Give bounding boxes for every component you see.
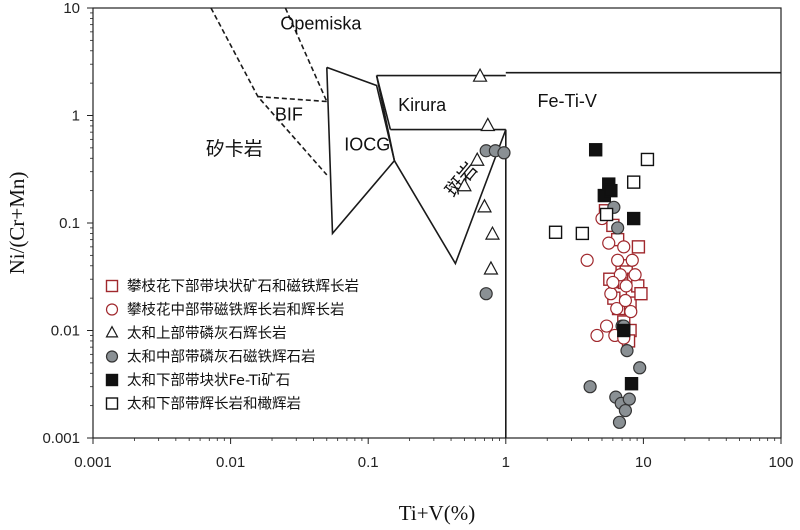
taihe-lower-gabbro-peridotite-point bbox=[575, 226, 590, 241]
pzh-middle-gabbro-point bbox=[590, 328, 604, 343]
taihe-upper-apatite-gabbro-point bbox=[476, 198, 492, 213]
kirura-field-label: Kirura bbox=[398, 95, 447, 115]
y-tick-label: 1 bbox=[72, 108, 80, 125]
y-axis-title: Ni/(Cr+Mn) bbox=[5, 172, 29, 275]
y-tick-label: 0.001 bbox=[42, 430, 80, 447]
bif-field-label: BIF bbox=[275, 104, 303, 124]
taihe-lower-gabbro-peridotite-point bbox=[640, 152, 655, 167]
taihe-lower-fe-ti-ore-point bbox=[617, 323, 631, 338]
x-tick-label: 0.1 bbox=[358, 454, 379, 471]
pzh-middle-gabbro-point bbox=[628, 268, 642, 282]
taihe-middle-apatite-clinopyroxenite-legend-label: 太和中部带磷灰石磁铁辉石岩 bbox=[127, 349, 316, 366]
taihe-middle-apatite-clinopyroxenite-point bbox=[479, 287, 493, 301]
pzh-lower-ore-legend-label: 攀枝花下部带块状矿石和磁铁辉长岩 bbox=[127, 278, 359, 295]
taihe-middle-apatite-clinopyroxenite-point bbox=[633, 361, 647, 375]
opemiska-field-label: Opemiska bbox=[280, 14, 362, 34]
pzh-middle-gabbro-point bbox=[619, 279, 633, 293]
taihe-middle-apatite-clinopyroxenite-point bbox=[497, 146, 511, 160]
taihe-lower-fe-ti-ore-legend-marker bbox=[105, 373, 119, 387]
pzh-middle-gabbro-point bbox=[610, 301, 624, 316]
pzh-middle-gabbro-point bbox=[617, 240, 631, 254]
taihe-lower-gabbro-peridotite-point bbox=[599, 207, 614, 222]
x-axis-title: Ti+V(%) bbox=[399, 501, 475, 525]
taihe-lower-gabbro-peridotite-legend-label: 太和下部带辉长岩和橄辉岩 bbox=[127, 396, 301, 413]
taihe-lower-gabbro-peridotite-legend-marker bbox=[105, 397, 119, 410]
taihe-middle-apatite-clinopyroxenite-point bbox=[612, 415, 627, 429]
x-tick-label: 100 bbox=[768, 454, 793, 471]
data-points bbox=[456, 67, 655, 429]
taihe-upper-apatite-gabbro-point bbox=[480, 117, 496, 132]
taihe-lower-gabbro-peridotite-point bbox=[548, 225, 563, 239]
pzh-middle-gabbro-point bbox=[580, 253, 594, 267]
taihe-lower-fe-ti-ore-legend-label: 太和下部带块状Fe-Ti矿石 bbox=[127, 372, 290, 389]
taihe-middle-apatite-clinopyroxenite-point bbox=[583, 380, 597, 394]
opemiska-boundary bbox=[257, 95, 327, 103]
taihe-upper-apatite-gabbro-legend-label: 太和上部带磷灰石辉长岩 bbox=[127, 325, 287, 342]
taihe-middle-apatite-clinopyroxenite-point bbox=[618, 403, 633, 418]
pzh-middle-gabbro-point bbox=[611, 253, 625, 267]
plot-frame bbox=[92, 7, 782, 439]
porphyry-boundary bbox=[375, 75, 507, 438]
pzh-middle-gabbro-legend-label: 攀枝花中部带磁铁辉长岩和辉长岩 bbox=[127, 302, 345, 319]
iocg-field-label: IOCG bbox=[344, 135, 390, 155]
taihe-middle-apatite-clinopyroxenite-point bbox=[620, 344, 634, 358]
pzh-lower-ore-point bbox=[631, 240, 646, 254]
taihe-lower-gabbro-peridotite-point bbox=[626, 175, 641, 189]
taihe-lower-fe-ti-ore-point bbox=[624, 376, 639, 391]
fe-ti-v-field-label: Fe-Ti-V bbox=[538, 91, 597, 111]
pzh-middle-gabbro-legend-marker bbox=[105, 303, 119, 316]
taihe-middle-apatite-clinopyroxenite-point bbox=[622, 392, 636, 406]
opemiska-boundary bbox=[284, 7, 328, 102]
taihe-upper-apatite-gabbro-point bbox=[469, 151, 485, 166]
taihe-upper-apatite-gabbro-point bbox=[472, 67, 488, 82]
pzh-lower-ore-legend-marker bbox=[105, 279, 119, 293]
y-tick-label: 0.1 bbox=[59, 215, 80, 232]
x-tick-label: 10 bbox=[635, 454, 652, 471]
taihe-middle-apatite-clinopyroxenite-point bbox=[611, 221, 625, 235]
pzh-lower-ore-point bbox=[634, 286, 648, 301]
pzh-middle-gabbro-point bbox=[599, 319, 614, 333]
x-tick-label: 0.001 bbox=[74, 454, 112, 471]
pzh-middle-gabbro-point bbox=[602, 236, 616, 250]
y-tick-label: 10 bbox=[63, 0, 80, 17]
taihe-upper-apatite-gabbro-legend-marker bbox=[105, 325, 119, 338]
axis-ticks: 0.001 0.01 0.1 1 10 100 0.001 0.01 0.1 1 10 bbox=[42, 0, 793, 471]
taihe-lower-fe-ti-ore-point bbox=[604, 183, 618, 198]
pzh-middle-gabbro-point bbox=[618, 293, 633, 308]
pzh-middle-gabbro-point bbox=[625, 253, 639, 267]
legend: 攀枝花下部带块状矿石和磁铁辉长岩攀枝花中部带磁铁辉长岩和辉长岩太和上部带磷灰石辉… bbox=[105, 278, 359, 413]
y-tick-label: 0.01 bbox=[51, 323, 80, 340]
taihe-middle-apatite-clinopyroxenite-legend-marker bbox=[105, 350, 119, 363]
pzh-middle-gabbro-point bbox=[606, 275, 620, 290]
taihe-upper-apatite-gabbro-point bbox=[483, 260, 499, 275]
pzh-middle-gabbro-point bbox=[624, 304, 638, 319]
pzh-middle-gabbro-point bbox=[604, 287, 618, 301]
x-tick-label: 1 bbox=[502, 454, 510, 471]
taihe-upper-apatite-gabbro-point bbox=[456, 177, 472, 192]
x-tick-label: 0.01 bbox=[216, 454, 245, 471]
skarn-field-label: 矽卡岩 bbox=[206, 138, 263, 160]
taihe-lower-fe-ti-ore-point bbox=[588, 143, 603, 157]
taihe-lower-fe-ti-ore-point bbox=[626, 211, 641, 226]
taihe-upper-apatite-gabbro-point bbox=[484, 225, 500, 240]
